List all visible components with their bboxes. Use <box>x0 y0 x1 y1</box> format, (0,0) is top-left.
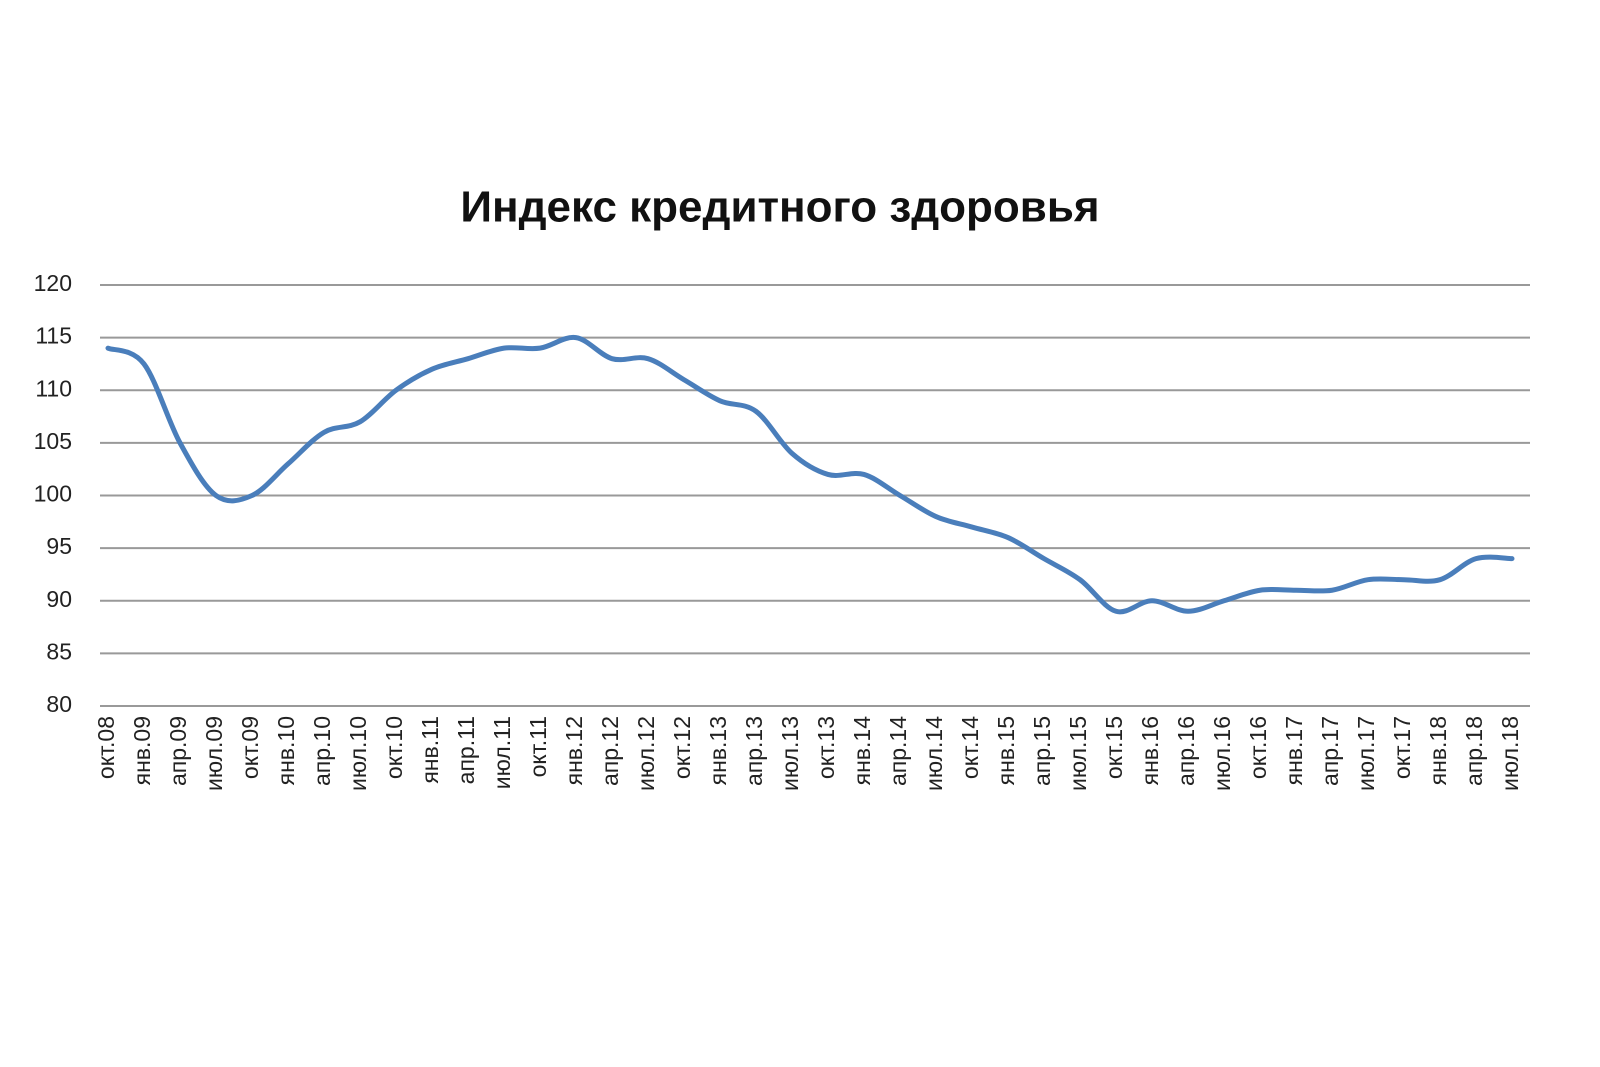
x-tick-label: янв.12 <box>561 716 587 785</box>
x-tick-label: янв.11 <box>417 716 443 784</box>
x-tick-label: апр.13 <box>741 716 767 786</box>
x-tick-label: окт.14 <box>957 716 983 779</box>
y-tick-label: 105 <box>34 428 72 454</box>
x-tick-label: окт.15 <box>1101 716 1127 779</box>
y-tick-label: 95 <box>46 533 72 559</box>
x-tick-label: июл.16 <box>1209 716 1235 791</box>
x-tick-label: янв.16 <box>1137 716 1163 785</box>
x-tick-label: окт.09 <box>237 716 263 779</box>
x-tick-label: июл.15 <box>1065 716 1091 791</box>
x-tick-label: окт.10 <box>381 716 407 779</box>
x-tick-label: июл.17 <box>1353 716 1379 791</box>
x-tick-label: июл.12 <box>633 716 659 791</box>
x-tick-label: апр.11 <box>453 716 479 784</box>
y-tick-label: 115 <box>35 323 72 349</box>
x-tick-label: апр.15 <box>1029 716 1055 786</box>
x-tick-label: янв.18 <box>1425 716 1451 785</box>
y-tick-label: 80 <box>46 691 72 717</box>
x-tick-label: апр.09 <box>165 716 191 786</box>
x-tick-label: окт.13 <box>813 716 839 779</box>
x-tick-label: июл.09 <box>201 716 227 791</box>
y-tick-label: 110 <box>35 375 72 401</box>
x-tick-label: апр.18 <box>1461 716 1487 786</box>
y-tick-label: 120 <box>34 270 72 296</box>
x-tick-label: апр.14 <box>885 716 911 786</box>
x-tick-label: окт.17 <box>1389 716 1415 779</box>
x-tick-label: янв.10 <box>273 716 299 785</box>
data-line <box>105 335 1515 615</box>
x-tick-label: июл.14 <box>921 716 947 791</box>
x-tick-label: окт.12 <box>669 716 695 779</box>
x-tick-label: июл.13 <box>777 716 803 791</box>
y-tick-label: 90 <box>46 586 72 612</box>
x-tick-label: июл.10 <box>345 716 371 791</box>
x-tick-label: янв.09 <box>129 716 155 785</box>
x-tick-label: янв.15 <box>993 716 1019 785</box>
x-tick-label: янв.14 <box>849 716 875 786</box>
x-tick-label: янв.13 <box>705 716 731 785</box>
x-tick-label: окт.08 <box>93 716 119 779</box>
y-tick-label: 85 <box>46 638 72 664</box>
x-tick-label: июл.18 <box>1497 716 1523 791</box>
x-tick-label: апр.10 <box>309 716 335 786</box>
x-tick-label: июл.11 <box>489 716 515 789</box>
x-tick-label: апр.12 <box>597 716 623 786</box>
y-tick-label: 100 <box>34 481 72 507</box>
x-tick-label: окт.16 <box>1245 716 1271 779</box>
chart-title: Индекс кредитного здоровья <box>460 183 1099 232</box>
x-tick-label: янв.17 <box>1281 716 1307 785</box>
x-tick-label: апр.17 <box>1317 716 1343 786</box>
x-tick-label: окт.11 <box>525 716 551 777</box>
x-tick-label: апр.16 <box>1173 716 1199 786</box>
